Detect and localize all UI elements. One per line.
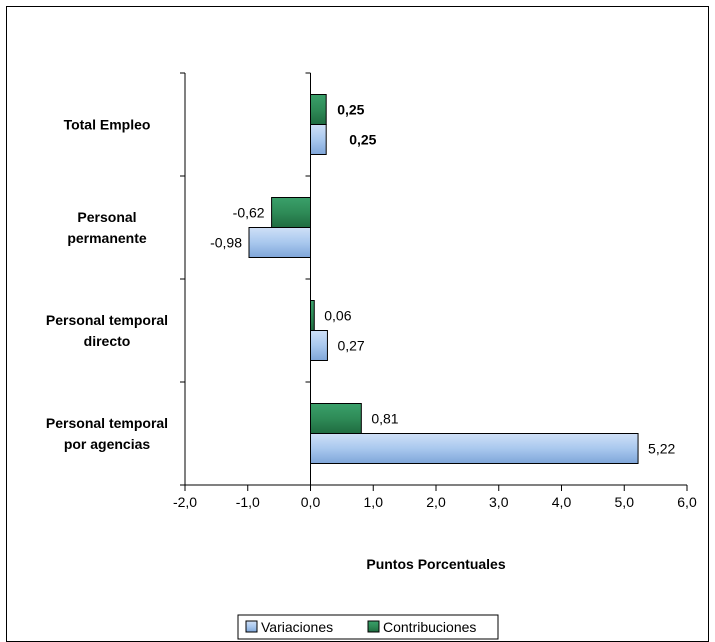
data-label: 0,25 (349, 132, 376, 148)
x-tick-label: 3,0 (489, 494, 509, 510)
bar-contribuciones (310, 300, 315, 331)
legend-box (237, 614, 499, 640)
bar-variaciones (310, 124, 327, 155)
data-label: 0,06 (324, 308, 351, 324)
x-tick-label: -1,0 (236, 494, 260, 510)
x-tick-label: 1,0 (364, 494, 384, 510)
x-tick-label: -2,0 (173, 494, 197, 510)
chart-frame (6, 6, 709, 642)
data-label: -0,98 (210, 235, 242, 251)
x-tick-label: 6,0 (677, 494, 697, 510)
x-axis-label: Puntos Porcentuales (366, 556, 505, 572)
x-tick-label: 0,0 (301, 494, 321, 510)
data-label: 0,25 (337, 102, 364, 118)
data-label: -0,62 (233, 205, 265, 221)
data-label: 5,22 (648, 441, 675, 457)
bar-variaciones (248, 227, 312, 258)
data-label: 0,81 (371, 411, 398, 427)
x-tick-label: 5,0 (615, 494, 635, 510)
legend-label-variaciones: Variaciones (261, 619, 333, 635)
legend-label-contribuciones: Contribuciones (383, 619, 476, 635)
legend-swatch-variaciones (245, 620, 258, 633)
legend-swatch-contribuciones (367, 620, 380, 633)
bar-contribuciones (310, 94, 327, 125)
x-tick-label: 2,0 (426, 494, 446, 510)
data-label: 0,27 (337, 338, 364, 354)
category-label: Personal temporal por agencias (46, 415, 168, 452)
category-label: Personal temporal directo (46, 312, 168, 349)
x-tick-label: 4,0 (552, 494, 572, 510)
bar-contribuciones (271, 197, 311, 228)
bar-contribuciones (310, 403, 362, 434)
category-label: Personal permanente (67, 209, 147, 246)
bar-variaciones (310, 330, 328, 361)
category-label: Total Empleo (64, 117, 151, 133)
bar-variaciones (310, 433, 639, 464)
